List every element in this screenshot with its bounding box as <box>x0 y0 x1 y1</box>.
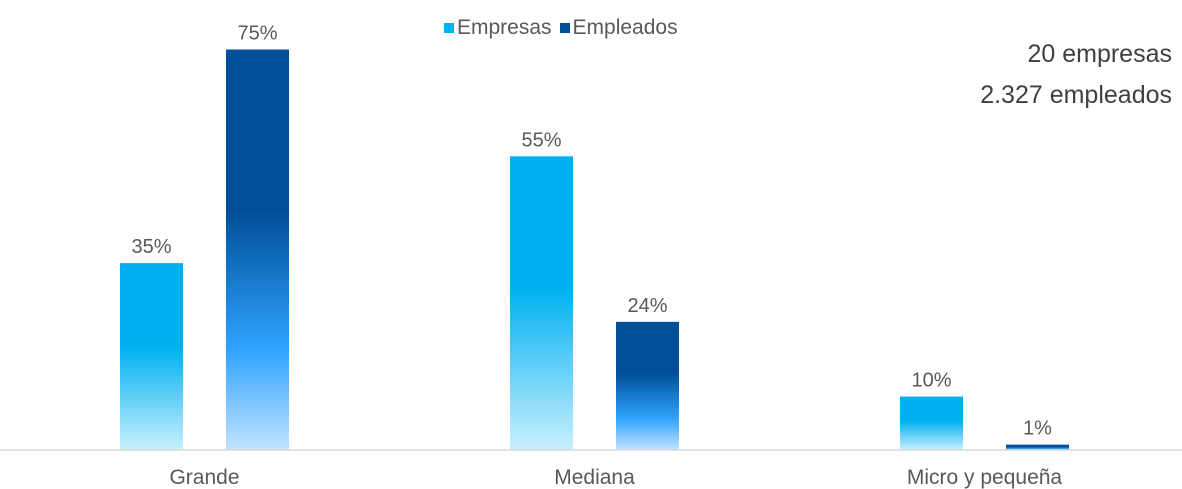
bar-empresas-1 <box>510 156 573 451</box>
data-label-empresas-1: 55% <box>521 129 561 151</box>
legend-item-empleados: Empleados <box>559 16 678 40</box>
legend-label-empleados: Empleados <box>572 16 678 39</box>
bar-empresas-0 <box>120 263 183 450</box>
data-label-empleados-2: 1% <box>1023 418 1052 440</box>
legend-label-empresas: Empresas <box>457 16 552 39</box>
x-tick-label-1: Mediana <box>554 466 635 489</box>
data-label-empresas-2: 10% <box>911 370 951 392</box>
summary-companies: 20 empresas <box>1027 40 1172 68</box>
legend-swatch-empresas <box>444 23 454 33</box>
legend: Empresas Empleados <box>444 16 686 40</box>
x-tick-label-0: Grande <box>169 466 239 489</box>
bar-empleados-1 <box>616 321 679 450</box>
legend-swatch-empleados <box>559 23 570 33</box>
bar-empleados-2 <box>1006 444 1069 450</box>
data-label-empresas-0: 35% <box>131 236 171 258</box>
data-label-empleados-1: 24% <box>627 295 667 317</box>
bar-empresas-2 <box>900 396 963 450</box>
legend-item-empresas: Empresas <box>444 16 552 40</box>
summary-employees: 2.327 empleados <box>980 81 1172 109</box>
data-label-empleados-0: 75% <box>237 23 277 45</box>
summary-box: 20 empresas 2.327 empleados <box>980 34 1172 116</box>
bar-empleados-0 <box>226 49 289 450</box>
x-tick-label-2: Micro y pequeña <box>907 466 1063 489</box>
